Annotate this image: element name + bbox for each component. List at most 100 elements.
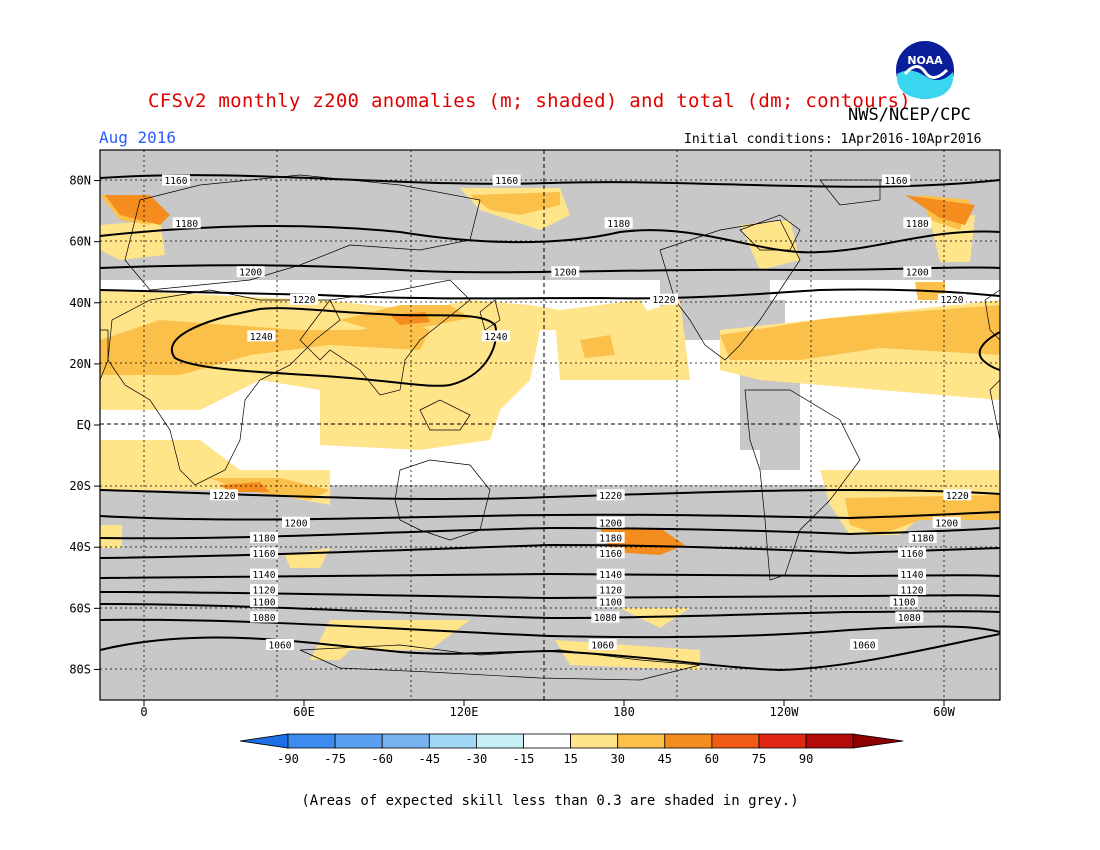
colorbar-swatch xyxy=(475,733,524,749)
contour-label: 1180 xyxy=(908,532,937,545)
svg-text:1200: 1200 xyxy=(906,268,929,279)
colorbar-swatch xyxy=(287,733,336,749)
svg-text:1220: 1220 xyxy=(599,491,622,502)
colorbar: -90 -75 -60 -45 -30 -15 15 30 45 60 75 90 xyxy=(239,733,904,766)
contour-label: 1120 xyxy=(898,584,926,597)
lon-tick-label: 60E xyxy=(293,705,315,719)
svg-text:1200: 1200 xyxy=(935,518,958,529)
contour-1160 xyxy=(100,174,1000,188)
svg-text:1100: 1100 xyxy=(599,598,622,609)
contour-label: 1160 xyxy=(898,547,926,560)
contour-label: 1220 xyxy=(943,489,972,502)
svg-text:1240: 1240 xyxy=(250,332,273,343)
svg-text:1140: 1140 xyxy=(901,570,924,581)
svg-text:1120: 1120 xyxy=(599,586,622,597)
svg-text:1220: 1220 xyxy=(946,491,969,502)
contour-label: 1120 xyxy=(596,584,625,597)
colorbar-label: -15 xyxy=(513,752,535,766)
lat-tick-label: EQ xyxy=(77,418,91,432)
svg-text:1180: 1180 xyxy=(607,219,630,230)
contour-1120-s xyxy=(100,591,1000,600)
svg-text:1080: 1080 xyxy=(898,613,921,624)
svg-text:1180: 1180 xyxy=(253,534,276,545)
contour-1220-s xyxy=(100,488,1000,501)
lat-tick-label: 80S xyxy=(69,662,91,676)
colorbar-swatch xyxy=(381,733,430,749)
colorbar-label: 60 xyxy=(705,752,719,766)
contour-label: 1180 xyxy=(903,217,932,230)
contour-label: 1060 xyxy=(850,639,878,652)
logo-text: NOAA xyxy=(907,54,943,67)
contour-label: 1060 xyxy=(588,639,617,652)
noaa-logo-icon: NOAA xyxy=(896,41,954,99)
contour-label: 1080 xyxy=(895,611,924,624)
lon-tick-label: 0 xyxy=(140,705,147,719)
forecast-month: Aug 2016 xyxy=(99,128,177,147)
contour-label: 1200 xyxy=(903,266,932,279)
svg-text:1220: 1220 xyxy=(293,295,316,306)
svg-text:1180: 1180 xyxy=(911,534,934,545)
svg-text:1220: 1220 xyxy=(941,295,964,306)
colorbar-swatch xyxy=(523,733,571,749)
contour-label: 1200 xyxy=(236,266,265,279)
svg-text:1060: 1060 xyxy=(269,641,292,652)
contour-label: 1080 xyxy=(591,611,620,624)
svg-text:1140: 1140 xyxy=(253,570,276,581)
contour-1200-s xyxy=(100,511,1000,521)
organization-label: NWS/NCEP/CPC xyxy=(848,105,971,125)
latitude-ticks: 80N 60N 40N 20N EQ 20S 40S 60S 80S xyxy=(69,174,100,676)
colorbar-swatch xyxy=(805,733,854,749)
contour-label: 1160 xyxy=(492,174,521,187)
chart-title: CFSv2 monthly z200 anomalies (m; shaded)… xyxy=(148,90,912,112)
contour-label: 1140 xyxy=(596,568,625,581)
svg-text:1100: 1100 xyxy=(893,598,916,609)
colorbar-label: 45 xyxy=(658,752,672,766)
colorbar-label: 30 xyxy=(610,752,624,766)
colorbar-arrow-high xyxy=(852,733,904,749)
contour-label: 1140 xyxy=(898,568,926,581)
contour-label: 1080 xyxy=(250,611,278,624)
svg-text:1160: 1160 xyxy=(901,549,924,560)
svg-text:1080: 1080 xyxy=(594,613,617,624)
colorbar-swatch xyxy=(570,733,619,749)
colorbar-label: -90 xyxy=(277,752,299,766)
contour-label: 1200 xyxy=(282,516,310,529)
contour-label: 1200 xyxy=(932,516,961,529)
contour-label: 1100 xyxy=(596,596,625,609)
contour-label: 1180 xyxy=(250,532,278,545)
contour-1180 xyxy=(100,224,1000,254)
colorbar-swatch xyxy=(711,733,760,749)
lat-tick-label: 20N xyxy=(69,357,91,371)
lon-tick-label: 60W xyxy=(933,705,955,719)
colorbar-label: -45 xyxy=(418,752,440,766)
contour-label: 1200 xyxy=(596,516,625,529)
contour-label: 1240 xyxy=(482,330,510,343)
colorbar-label: -30 xyxy=(466,752,488,766)
svg-text:1060: 1060 xyxy=(853,641,876,652)
svg-text:1180: 1180 xyxy=(175,219,198,230)
lat-tick-label: 60N xyxy=(69,235,91,249)
contour-label: 1180 xyxy=(596,532,625,545)
svg-text:1200: 1200 xyxy=(239,268,262,279)
contour-label: 1160 xyxy=(162,174,190,187)
contour-label: 1220 xyxy=(938,293,966,306)
skill-footnote: (Areas of expected skill less than 0.3 a… xyxy=(301,793,799,809)
lon-tick-label: 120E xyxy=(450,705,479,719)
contour-1240-east xyxy=(170,307,498,387)
svg-text:1100: 1100 xyxy=(253,598,276,609)
colorbar-label: -60 xyxy=(371,752,393,766)
svg-text:1160: 1160 xyxy=(885,176,908,187)
svg-text:1160: 1160 xyxy=(165,176,188,187)
svg-text:1160: 1160 xyxy=(599,549,622,560)
svg-text:1080: 1080 xyxy=(253,613,276,624)
svg-text:1220: 1220 xyxy=(653,295,676,306)
svg-text:1120: 1120 xyxy=(253,586,276,597)
contour-label: 1160 xyxy=(250,547,278,560)
lon-tick-label: 180 xyxy=(613,705,635,719)
svg-text:1240: 1240 xyxy=(485,332,508,343)
colorbar-label: 75 xyxy=(752,752,766,766)
contour-1220 xyxy=(100,288,1000,300)
svg-text:1140: 1140 xyxy=(599,570,622,581)
contour-label: 1100 xyxy=(250,596,278,609)
